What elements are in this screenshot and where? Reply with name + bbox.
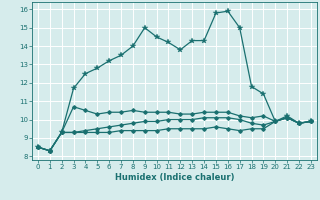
- X-axis label: Humidex (Indice chaleur): Humidex (Indice chaleur): [115, 173, 234, 182]
